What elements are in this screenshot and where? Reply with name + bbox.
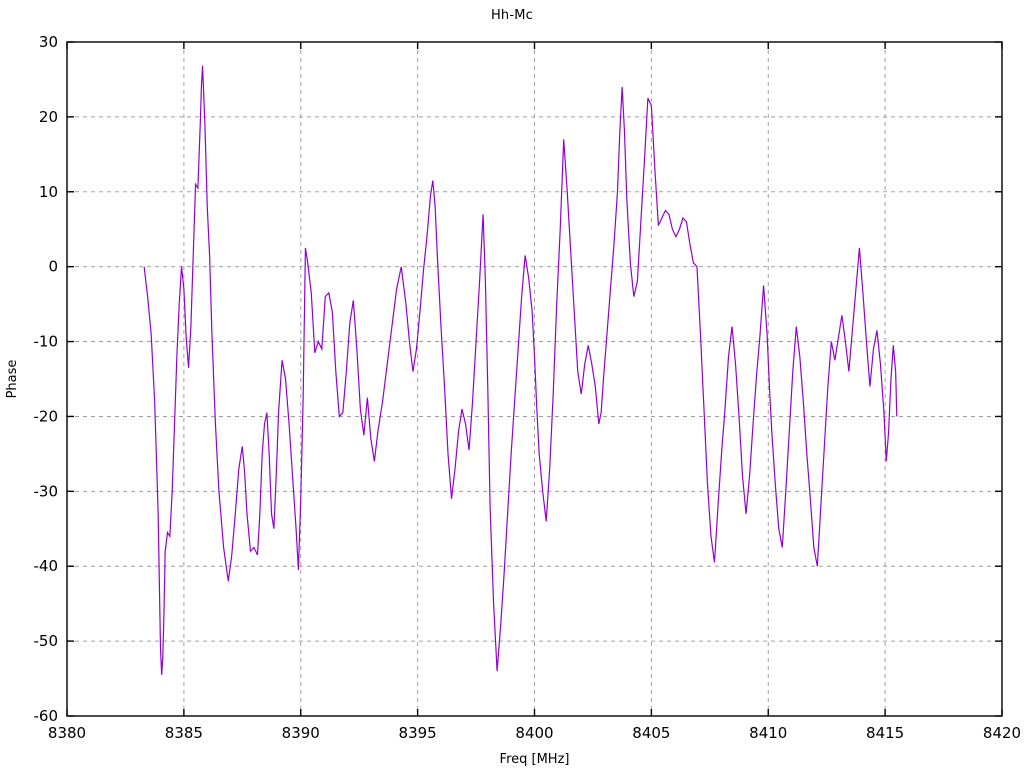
x-tick-label: 8420 [983,724,1021,742]
y-tick-label: 20 [39,108,58,126]
grid-lines [67,42,1002,716]
x-tick-label: 8385 [165,724,203,742]
y-tick-label: 0 [48,258,58,276]
data-line-0 [143,65,898,675]
y-axis-title: Phase [5,360,20,399]
axis-titles: Freq [MHz] Phase [5,360,569,767]
y-tick-label: -60 [34,707,59,725]
y-tick-label: -30 [34,482,59,500]
y-tick-label: -40 [34,557,59,575]
x-tick-label: 8400 [515,724,553,742]
x-tick-label: 8405 [632,724,670,742]
y-tick-label: -50 [34,632,59,650]
y-tick-label: 10 [39,183,58,201]
x-tick-label: 8390 [282,724,320,742]
x-tick-label: 8380 [48,724,86,742]
x-tick-label: 8395 [399,724,437,742]
y-tick-label: -10 [34,333,59,351]
data-series-layer [143,65,898,675]
chart-title: Hh-Mc [490,8,534,23]
x-axis-title: Freq [MHz] [500,752,570,767]
y-tick-label: 30 [39,33,58,51]
y-tick-label: -20 [34,407,59,425]
x-tick-label: 8410 [749,724,787,742]
axis-ticks [66,41,1003,717]
x-tick-label: 8415 [866,724,904,742]
axis-tick-labels: -60 -50 -40 -30 -20 -10 0 10 20 30 8380 8385 8390 839… [34,33,1022,742]
